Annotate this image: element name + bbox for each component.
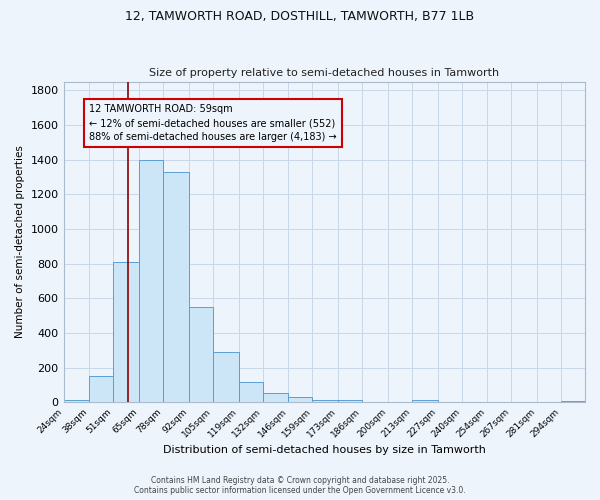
Bar	[139, 160, 163, 402]
Bar	[263, 393, 289, 402]
Bar	[64, 400, 89, 402]
Text: 12, TAMWORTH ROAD, DOSTHILL, TAMWORTH, B77 1LB: 12, TAMWORTH ROAD, DOSTHILL, TAMWORTH, B…	[125, 10, 475, 23]
Bar	[213, 352, 239, 403]
Bar	[189, 307, 213, 402]
Bar	[89, 376, 113, 402]
Bar	[312, 400, 338, 402]
Bar	[561, 401, 585, 402]
Text: 12 TAMWORTH ROAD: 59sqm
← 12% of semi-detached houses are smaller (552)
88% of s: 12 TAMWORTH ROAD: 59sqm ← 12% of semi-de…	[89, 104, 337, 142]
Bar	[239, 382, 263, 402]
Text: Contains HM Land Registry data © Crown copyright and database right 2025.
Contai: Contains HM Land Registry data © Crown c…	[134, 476, 466, 495]
Bar	[412, 400, 437, 402]
X-axis label: Distribution of semi-detached houses by size in Tamworth: Distribution of semi-detached houses by …	[163, 445, 486, 455]
Bar	[113, 262, 139, 402]
Bar	[289, 398, 312, 402]
Bar	[338, 400, 362, 402]
Title: Size of property relative to semi-detached houses in Tamworth: Size of property relative to semi-detach…	[149, 68, 499, 78]
Bar	[163, 172, 189, 402]
Y-axis label: Number of semi-detached properties: Number of semi-detached properties	[15, 146, 25, 338]
